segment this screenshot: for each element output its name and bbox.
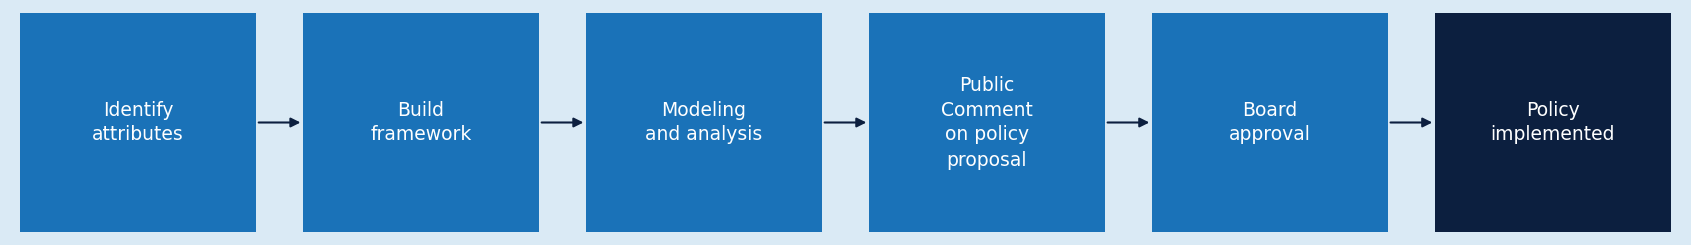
Text: Policy
implemented: Policy implemented	[1491, 100, 1615, 145]
FancyBboxPatch shape	[869, 13, 1104, 232]
FancyBboxPatch shape	[303, 13, 539, 232]
Text: Modeling
and analysis: Modeling and analysis	[646, 100, 763, 145]
FancyBboxPatch shape	[1152, 13, 1388, 232]
Text: Identify
attributes: Identify attributes	[93, 100, 184, 145]
Text: Board
approval: Board approval	[1229, 100, 1311, 145]
FancyBboxPatch shape	[1436, 13, 1671, 232]
Text: Public
Comment
on policy
proposal: Public Comment on policy proposal	[942, 75, 1033, 170]
Text: Build
framework: Build framework	[370, 100, 472, 145]
FancyBboxPatch shape	[20, 13, 255, 232]
FancyBboxPatch shape	[587, 13, 822, 232]
